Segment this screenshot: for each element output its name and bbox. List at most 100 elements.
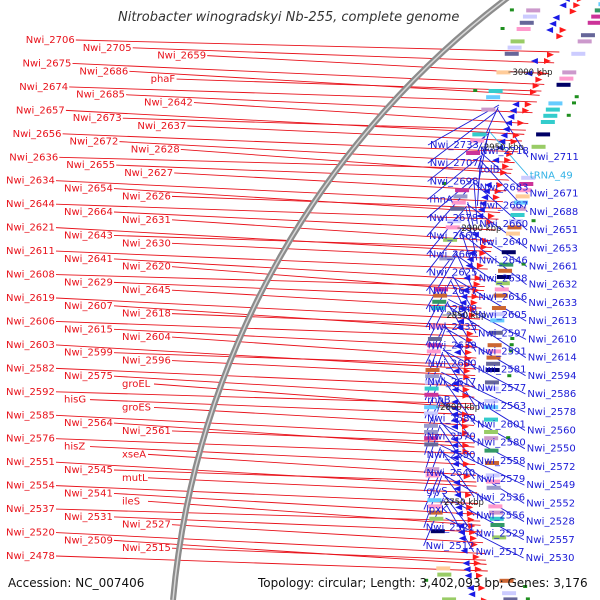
forward-gene-label[interactable]: Nwi_2621	[6, 223, 55, 234]
reverse-gene-label[interactable]: Nwi_2517	[476, 547, 525, 558]
reverse-gene-label[interactable]: Nwi_2683	[480, 183, 529, 194]
reverse-gene-label[interactable]: Nwi_2665	[429, 231, 478, 242]
forward-gene-label[interactable]: xseA	[122, 449, 146, 460]
forward-gene-label[interactable]: Nwi_2531	[64, 512, 113, 523]
forward-gene-label[interactable]: Nwi_2673	[73, 113, 122, 124]
reverse-gene-label[interactable]: Nwi_2540	[426, 468, 475, 479]
forward-gene-label[interactable]: phaF	[151, 74, 176, 85]
forward-gene-label[interactable]: Nwi_2596	[122, 356, 171, 367]
reverse-gene-label[interactable]: Nwi_2570	[427, 432, 476, 443]
forward-gene-label[interactable]: ileS	[122, 496, 140, 507]
reverse-gene-label[interactable]: Nwi_2616	[478, 292, 527, 303]
forward-gene-label[interactable]: Nwi_2509	[64, 535, 113, 546]
forward-gene-label[interactable]: Nwi_2545	[64, 465, 113, 476]
forward-gene-label[interactable]: Nwi_2628	[131, 144, 180, 155]
forward-gene-label[interactable]: Nwi_2520	[6, 528, 55, 539]
reverse-gene-label[interactable]: Nwi_2512	[426, 541, 475, 552]
forward-gene-label[interactable]: Nwi_2645	[122, 285, 171, 296]
forward-gene-label[interactable]: Nwi_2599	[64, 348, 113, 359]
forward-gene-label[interactable]: Nwi_2576	[6, 434, 55, 445]
reverse-gene-label[interactable]: Nwi_2617	[427, 377, 476, 388]
reverse-gene-label[interactable]: Nwi_2530	[526, 553, 575, 564]
forward-gene-label[interactable]: Nwi_2541	[64, 488, 113, 499]
forward-gene-label[interactable]: Nwi_2592	[6, 387, 55, 398]
reverse-gene-label[interactable]: Nwi_2577	[477, 383, 526, 394]
reverse-gene-label[interactable]: Nwi_2529	[476, 529, 525, 540]
forward-gene-label[interactable]: Nwi_2630	[122, 238, 171, 249]
forward-gene-label[interactable]: Nwi_2585	[6, 410, 55, 421]
reverse-gene-label[interactable]: Nwi_2640	[479, 237, 528, 248]
forward-gene-label[interactable]: groEL	[122, 379, 151, 390]
reverse-gene-label[interactable]: Nwi_2605	[478, 310, 527, 321]
reverse-gene-label[interactable]: Nwi_2614	[528, 353, 577, 364]
reverse-gene-label[interactable]: Nwi_2660	[479, 219, 528, 230]
forward-gene-label[interactable]: Nwi_2706	[26, 35, 75, 46]
forward-gene-label[interactable]: Nwi_2575	[64, 371, 113, 382]
reverse-gene-label[interactable]: Nwi_2572	[527, 462, 576, 473]
forward-gene-label[interactable]: Nwi_2582	[6, 363, 55, 374]
reverse-gene-label[interactable]: Nwi_2667	[479, 201, 528, 212]
reverse-gene-label[interactable]: Nwi_2638	[479, 274, 528, 285]
reverse-gene-label[interactable]: Nwi_2536	[476, 492, 525, 503]
forward-gene-label[interactable]: Nwi_2551	[6, 457, 55, 468]
forward-gene-label[interactable]: groES	[122, 402, 151, 413]
reverse-gene-label[interactable]: Nwi_2581	[478, 365, 527, 376]
reverse-gene-label[interactable]: Nwi_2648	[428, 304, 477, 315]
forward-gene-label[interactable]: Nwi_2561	[122, 426, 171, 437]
reverse-gene-label[interactable]: Nwi_2718	[480, 146, 529, 157]
reverse-gene-label[interactable]: Nwi_2651	[529, 225, 578, 236]
forward-gene-label[interactable]: Nwi_2607	[64, 301, 113, 312]
forward-gene-label[interactable]: Nwi_2626	[122, 191, 171, 202]
reverse-gene-label[interactable]: Nwi_2589	[427, 413, 476, 424]
forward-gene-label[interactable]: Nwi_2675	[23, 58, 72, 69]
reverse-gene-label[interactable]: Nwi_2610	[528, 334, 577, 345]
forward-gene-label[interactable]: Nwi_2618	[122, 309, 171, 320]
forward-gene-label[interactable]: Nwi_2615	[64, 324, 113, 335]
reverse-gene-label[interactable]: Nwi_2678	[429, 213, 478, 224]
forward-gene-label[interactable]: Nwi_2606	[6, 316, 55, 327]
reverse-gene-label[interactable]: Nwi_2594	[528, 371, 577, 382]
reverse-gene-label[interactable]: Nwi_2646	[479, 255, 528, 266]
reverse-gene-label[interactable]: Nwi_2557	[526, 535, 575, 546]
reverse-gene-label[interactable]: Nwi_2600	[428, 359, 477, 370]
forward-gene-label[interactable]: Nwi_2619	[6, 293, 55, 304]
reverse-gene-label[interactable]: Nwi_2597	[478, 328, 527, 339]
reverse-gene-label[interactable]: Nwi_2586	[527, 389, 576, 400]
reverse-gene-label[interactable]: Nwi_2550	[527, 444, 576, 455]
reverse-gene-label[interactable]: Nwi_2558	[477, 456, 526, 467]
reverse-gene-label[interactable]: Nwi_2590	[427, 450, 476, 461]
reverse-gene-label[interactable]: Nwi_2552	[526, 498, 575, 509]
reverse-gene-label[interactable]: Nwi_2563	[477, 401, 526, 412]
rna-gene-label[interactable]: tRNA_49	[530, 170, 573, 181]
forward-gene-label[interactable]: Nwi_2637	[137, 121, 186, 132]
reverse-gene-label[interactable]: Nwi_2579	[476, 474, 525, 485]
forward-gene-label[interactable]: Nwi_2685	[76, 90, 125, 101]
reverse-gene-label[interactable]: Nwi_2560	[527, 425, 576, 436]
reverse-gene-label[interactable]: Nwi_2625	[429, 268, 478, 279]
reverse-gene-label[interactable]: Nwi_2635	[428, 322, 477, 333]
forward-gene-label[interactable]: Nwi_2654	[64, 184, 113, 195]
forward-gene-label[interactable]: Nwi_2620	[122, 262, 171, 273]
reverse-gene-label[interactable]: Nwi_2633	[528, 298, 577, 309]
reverse-gene-label[interactable]: Nwi_2521	[426, 523, 475, 534]
forward-gene-label[interactable]: Nwi_2636	[9, 152, 58, 163]
forward-gene-label[interactable]: Nwi_2705	[83, 43, 132, 54]
forward-gene-label[interactable]: Nwi_2631	[122, 215, 171, 226]
forward-gene-label[interactable]: Nwi_2604	[122, 332, 171, 343]
reverse-gene-label[interactable]: rnhB	[427, 395, 451, 406]
reverse-gene-label[interactable]: Nwi_2688	[529, 207, 578, 218]
reverse-gene-label[interactable]: lpxK	[426, 504, 448, 515]
forward-gene-label[interactable]: Nwi_2686	[79, 66, 128, 77]
reverse-gene-label[interactable]: Nwi_2668	[429, 249, 478, 260]
forward-gene-label[interactable]: Nwi_2603	[6, 340, 55, 351]
forward-gene-label[interactable]: Nwi_2515	[122, 543, 171, 554]
forward-gene-label[interactable]: Nwi_2627	[124, 168, 173, 179]
forward-gene-label[interactable]: Nwi_2611	[6, 246, 55, 257]
reverse-gene-label[interactable]: Nwi_2601	[477, 419, 526, 430]
forward-gene-label[interactable]: Nwi_2527	[122, 520, 171, 531]
reverse-gene-label[interactable]: Nwi_2591	[478, 347, 527, 358]
reverse-gene-label[interactable]: Nwi_2711	[530, 152, 579, 163]
reverse-gene-label[interactable]: Nwi_2549	[526, 480, 575, 491]
forward-gene-label[interactable]: Nwi_2608	[6, 270, 55, 281]
forward-gene-label[interactable]: Nwi_2642	[144, 98, 193, 109]
